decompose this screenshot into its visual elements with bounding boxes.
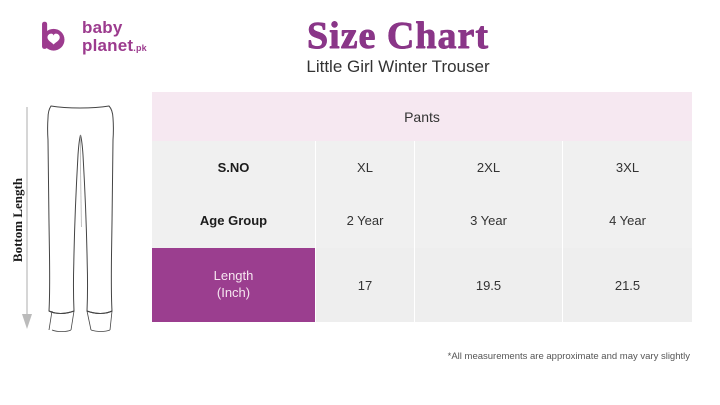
- svg-text:Bottom Length: Bottom Length: [10, 177, 25, 262]
